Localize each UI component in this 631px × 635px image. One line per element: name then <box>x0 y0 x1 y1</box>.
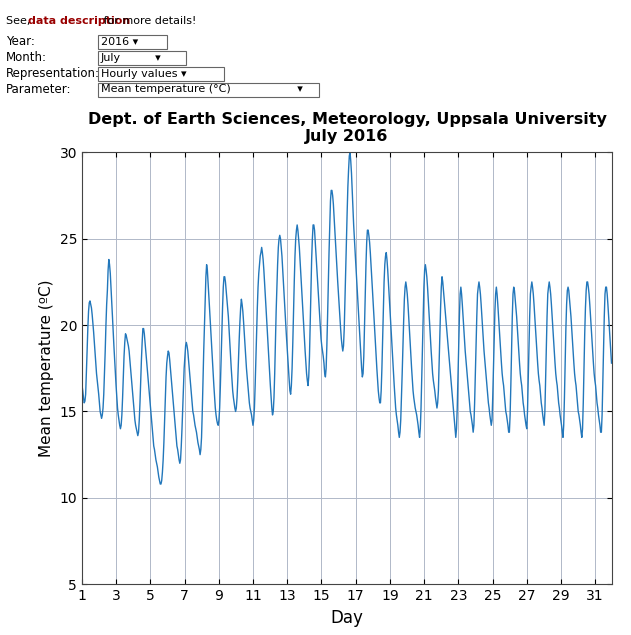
Title: Dept. of Earth Sciences, Meteorology, Uppsala University
July 2016: Dept. of Earth Sciences, Meteorology, Up… <box>88 112 606 144</box>
Text: 2016 ▾: 2016 ▾ <box>101 37 138 47</box>
Text: data description: data description <box>28 16 131 26</box>
Y-axis label: Mean temperature (ºC): Mean temperature (ºC) <box>39 279 54 457</box>
Text: Hourly values ▾: Hourly values ▾ <box>101 69 187 79</box>
Text: See,: See, <box>6 16 34 26</box>
Text: Mean temperature (°C)                   ▾: Mean temperature (°C) ▾ <box>101 84 303 95</box>
Text: Month:: Month: <box>6 51 47 64</box>
X-axis label: Day: Day <box>331 608 363 627</box>
Text: Representation:: Representation: <box>6 67 100 79</box>
Text: Year:: Year: <box>6 35 35 48</box>
Text: for more details!: for more details! <box>100 16 196 26</box>
Text: July          ▾: July ▾ <box>101 53 162 63</box>
Text: Parameter:: Parameter: <box>6 83 72 95</box>
